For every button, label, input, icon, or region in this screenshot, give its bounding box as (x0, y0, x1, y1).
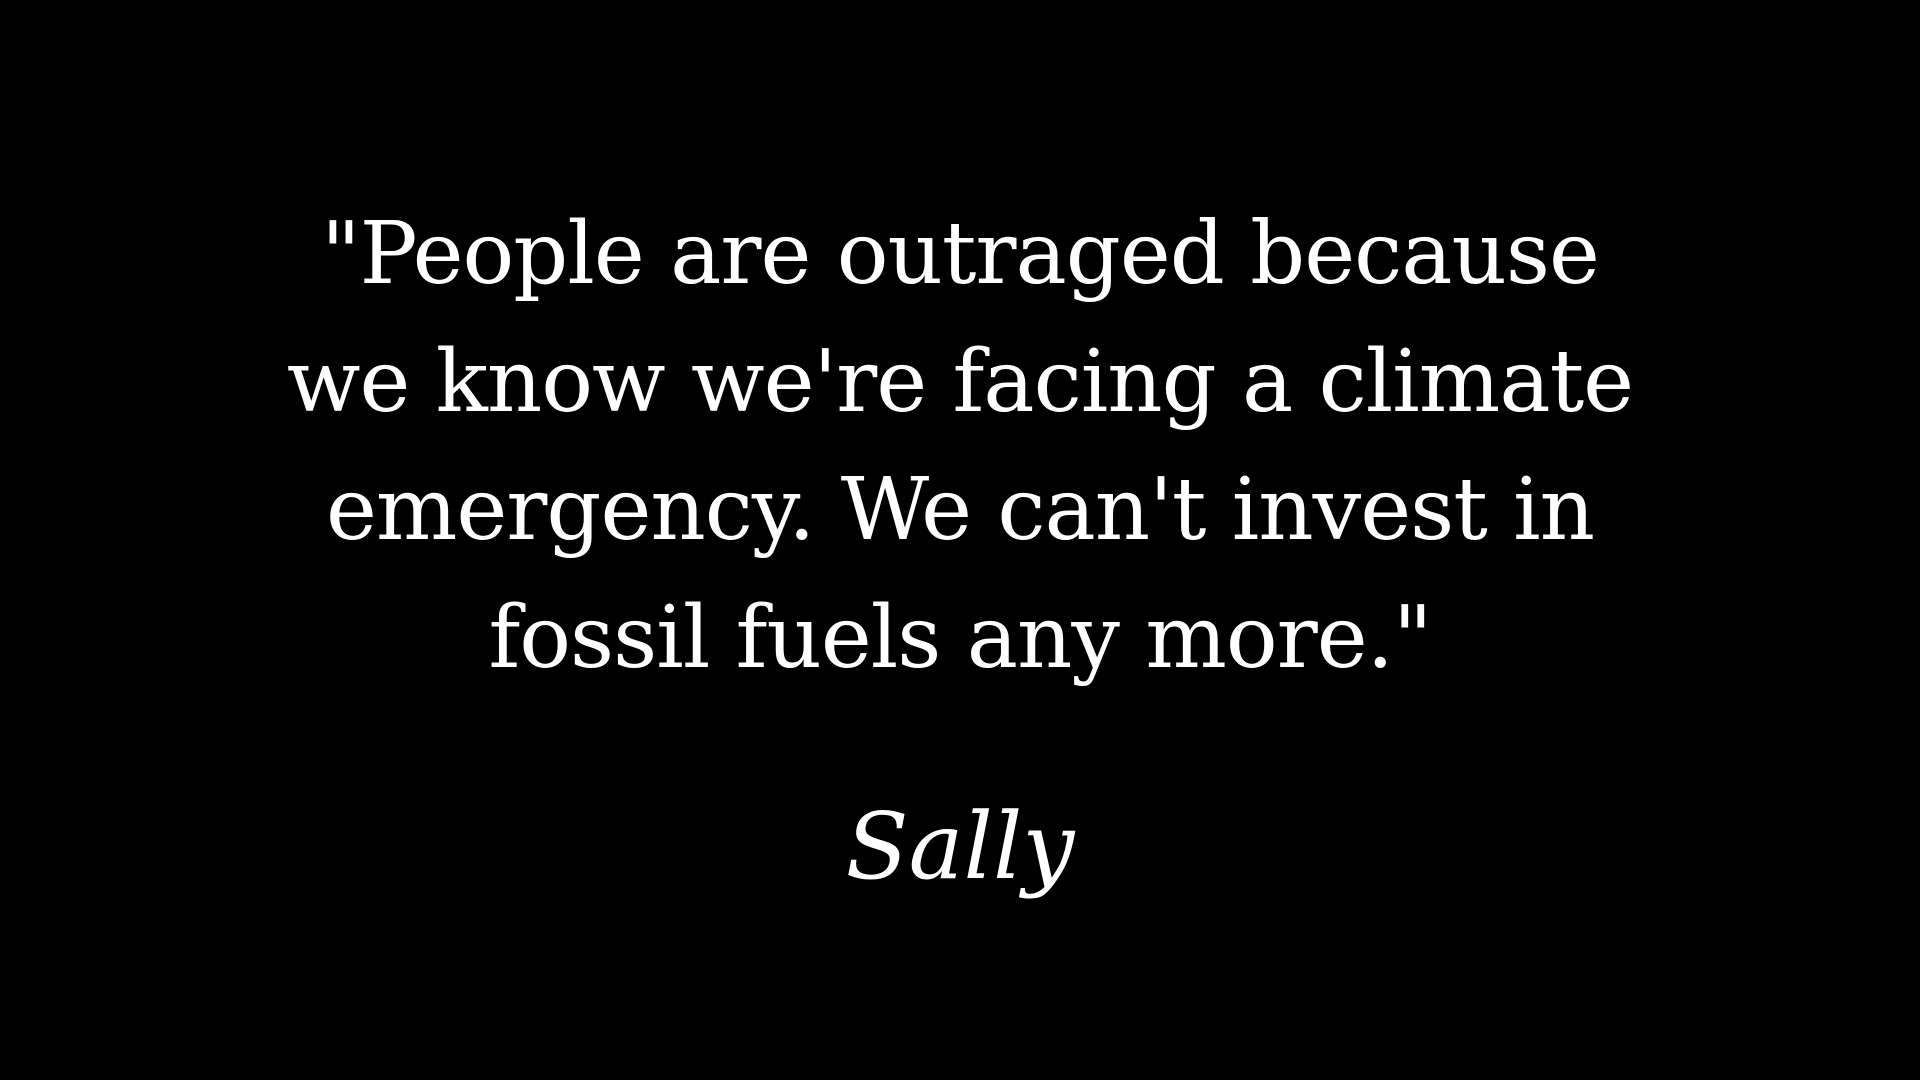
quote-line: we know we're facing a climate (286, 332, 1634, 432)
quote-line: "People are outraged because (321, 204, 1600, 304)
quote-line: fossil fuels any more." (488, 588, 1432, 688)
quote-line: emergency. We can't invest in (325, 460, 1595, 560)
quote-author: Sally (845, 793, 1075, 900)
quote-text: "People are outraged because we know we'… (260, 190, 1660, 702)
